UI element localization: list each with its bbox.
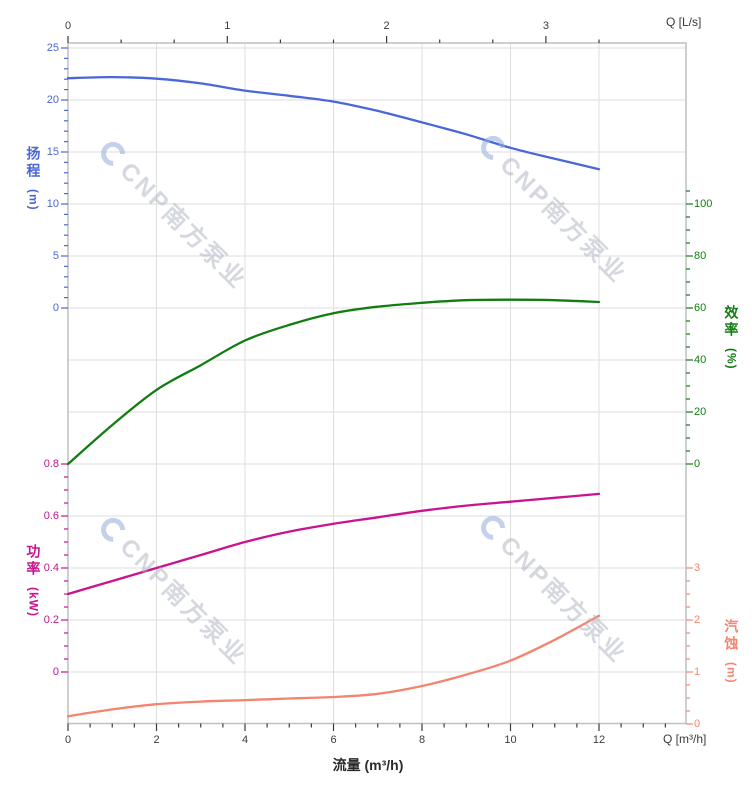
power-axis-unit: (kW) (26, 587, 41, 617)
efficiency-axis-unit: (%) (724, 348, 739, 370)
power-axis-title: 功率 (kW) (25, 544, 42, 617)
npsh-axis-title-text: 汽蚀 (723, 619, 740, 653)
head-curve (66, 75, 601, 171)
efficiency-curve (66, 298, 601, 466)
head-axis-unit: (m) (26, 189, 41, 211)
npsh-axis-title: 汽蚀 (m) (723, 619, 740, 684)
npsh-axis-unit: (m) (724, 662, 739, 684)
power-axis-title-text: 功率 (25, 544, 42, 578)
npsh-curve (66, 614, 601, 718)
efficiency-axis-title: 效率 (%) (723, 305, 740, 370)
plot-frame (67, 42, 687, 725)
bottom-axis-title: 流量 (m³/h) (332, 757, 404, 773)
head-axis-title: 扬程 (m) (25, 146, 42, 211)
power-curve (66, 492, 601, 596)
top-axis-unit-label: Q [L/s] (666, 15, 702, 29)
bottom-axis-unit-label: Q [m³/h] (663, 732, 707, 746)
head-axis-title-text: 扬程 (25, 146, 42, 180)
efficiency-axis-title-text: 效率 (723, 305, 740, 339)
